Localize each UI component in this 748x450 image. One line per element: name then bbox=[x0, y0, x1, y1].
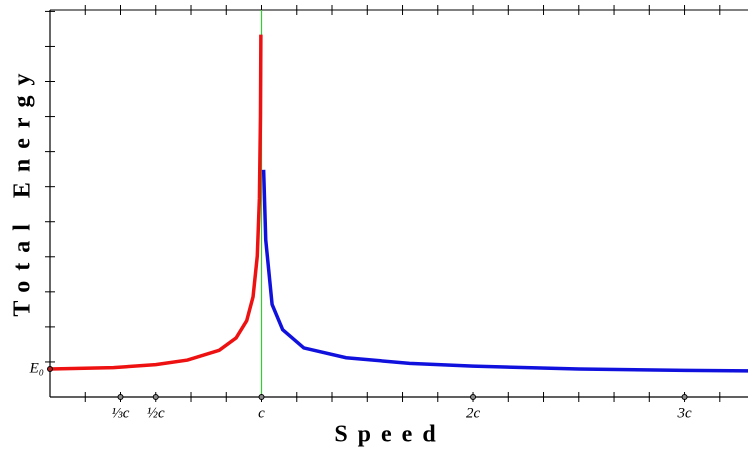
y-tick-dot bbox=[47, 365, 53, 372]
x-tick-label: 3c bbox=[676, 405, 692, 421]
x-axis-title: Speed bbox=[334, 422, 445, 448]
x-tick-dot bbox=[117, 394, 124, 400]
x-tick-dot bbox=[152, 394, 159, 400]
y-axis-title: Total Energy bbox=[10, 63, 36, 316]
x-tick-label: c bbox=[258, 405, 265, 421]
x-tick-label: 2c bbox=[466, 405, 481, 421]
energy-curve bbox=[261, 169, 748, 373]
x-tick-dot bbox=[470, 394, 477, 400]
y-tick-label: E₀ bbox=[29, 360, 44, 376]
x-tick-label: ⅓c bbox=[112, 405, 130, 421]
x-tick-dot bbox=[258, 394, 265, 400]
x-tick-dot bbox=[681, 394, 688, 400]
x-tick-label: ½c bbox=[147, 405, 165, 421]
energy-curve bbox=[49, 34, 263, 371]
